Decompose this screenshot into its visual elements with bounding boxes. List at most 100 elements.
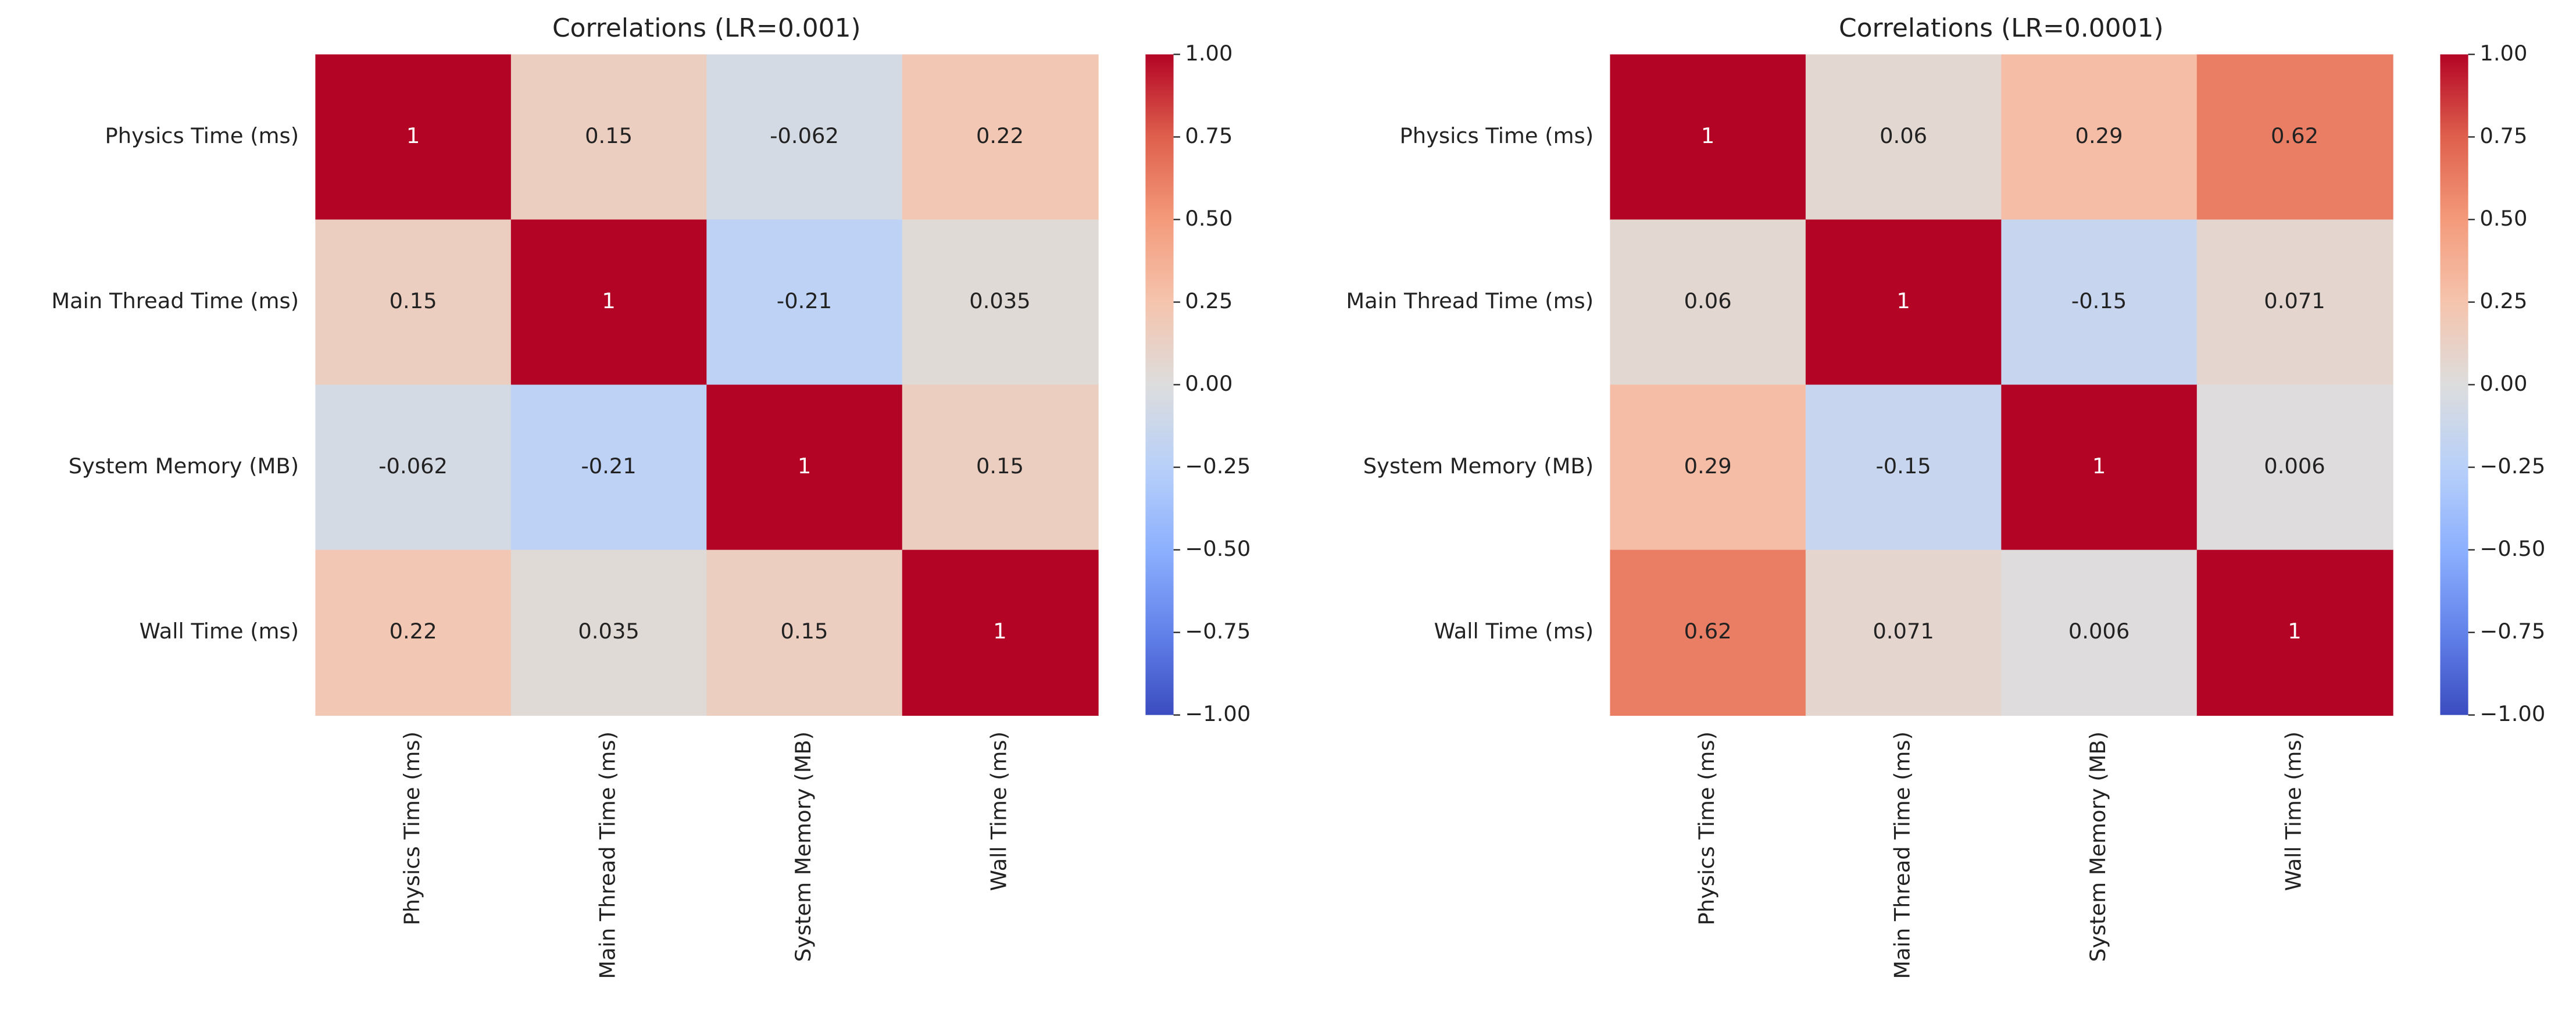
heatmap-cell bbox=[706, 219, 903, 386]
heatmap-cell bbox=[2001, 54, 2198, 220]
cell-label: 1 bbox=[2288, 619, 2301, 644]
colorbar-tick-label: −0.25 bbox=[1185, 454, 1251, 479]
colorbar-tick-label: −0.50 bbox=[1185, 536, 1251, 561]
cell-label: 0.22 bbox=[976, 123, 1024, 148]
heatmap-cell bbox=[510, 549, 708, 716]
cell-label: 0.29 bbox=[1684, 454, 1732, 479]
heatmap-cell bbox=[2001, 549, 2198, 716]
heatmap-cell bbox=[510, 54, 708, 220]
cell-label: 1 bbox=[1701, 123, 1714, 148]
colorbar bbox=[1145, 54, 1174, 715]
cell-label: -0.21 bbox=[581, 454, 636, 479]
cell-label: 1 bbox=[602, 288, 615, 313]
heatmap-cell bbox=[510, 384, 708, 551]
cell-label: -0.15 bbox=[2071, 288, 2127, 313]
heatmap-cell bbox=[706, 549, 903, 716]
cell-label: 0.62 bbox=[2271, 123, 2318, 148]
colorbar-tick-label: −1.00 bbox=[2479, 701, 2545, 726]
heatmap-cell bbox=[2196, 549, 2393, 716]
colorbar-tick-label: 0.75 bbox=[1185, 123, 1232, 148]
cell-label: -0.062 bbox=[770, 123, 839, 148]
heatmap-cell bbox=[315, 54, 512, 220]
heatmap-cell bbox=[510, 219, 708, 386]
colorbar-tick-label: 0.25 bbox=[1185, 288, 1232, 313]
cell-label: 1 bbox=[798, 454, 811, 479]
heatmap-cell bbox=[2001, 219, 2198, 386]
cell-label: -0.21 bbox=[777, 288, 832, 313]
x-tick-label: Wall Time (ms) bbox=[987, 731, 1012, 891]
heatmap-cell bbox=[315, 549, 512, 716]
heatmap-cell bbox=[2196, 54, 2393, 220]
heatmap-cell bbox=[1610, 54, 1807, 220]
colorbar-tick-label: −0.75 bbox=[2479, 619, 2545, 644]
heatmap-cell bbox=[315, 219, 512, 386]
colorbar-tick-label: 1.00 bbox=[1185, 41, 1232, 66]
cell-label: 1 bbox=[2092, 454, 2106, 479]
x-tick-label: Wall Time (ms) bbox=[2281, 731, 2306, 891]
heatmap-cell bbox=[1610, 219, 1807, 386]
y-tick-label: Physics Time (ms) bbox=[105, 123, 299, 148]
heatmap-cell bbox=[902, 384, 1099, 551]
cell-label: 0.006 bbox=[2068, 619, 2130, 644]
colorbar-tick-label: 0.50 bbox=[1185, 206, 1232, 231]
heatmap-cell bbox=[1805, 549, 2002, 716]
cell-label: 0.035 bbox=[969, 288, 1030, 313]
colorbar-tick-label: 0.25 bbox=[2479, 288, 2527, 313]
cell-label: 0.071 bbox=[1873, 619, 1934, 644]
cell-label: -0.15 bbox=[1875, 454, 1931, 479]
colorbar-tick-label: 0.00 bbox=[2479, 371, 2527, 396]
y-tick-label: Wall Time (ms) bbox=[1434, 619, 1594, 644]
y-tick-label: Physics Time (ms) bbox=[1400, 123, 1594, 148]
heatmap-cell bbox=[1805, 54, 2002, 220]
cell-label: 0.035 bbox=[578, 619, 639, 644]
y-tick-label: Wall Time (ms) bbox=[140, 619, 299, 644]
y-tick-label: System Memory (MB) bbox=[69, 454, 299, 479]
x-tick-label: Physics Time (ms) bbox=[399, 731, 424, 926]
colorbar-tick-label: 0.50 bbox=[2479, 206, 2527, 231]
heatmap-cell bbox=[1610, 549, 1807, 716]
cell-label: 1 bbox=[993, 619, 1006, 644]
colorbar-tick-label: −0.75 bbox=[1185, 619, 1251, 644]
y-tick-label: Main Thread Time (ms) bbox=[51, 288, 299, 313]
heatmap-cell bbox=[315, 384, 512, 551]
cell-label: 0.071 bbox=[2264, 288, 2325, 313]
heatmap-cell bbox=[902, 219, 1099, 386]
cell-label: -0.062 bbox=[378, 454, 448, 479]
cell-label: 0.06 bbox=[1684, 288, 1732, 313]
cell-label: 0.15 bbox=[585, 123, 633, 148]
heatmap-cell bbox=[2001, 384, 2198, 551]
colorbar-tick-label: 0.75 bbox=[2479, 123, 2527, 148]
colorbar bbox=[2440, 54, 2468, 715]
cell-label: 0.006 bbox=[2264, 454, 2325, 479]
heatmap-cell bbox=[2196, 219, 2393, 386]
heatmap-cell bbox=[902, 549, 1099, 716]
chart-title: Correlations (LR=0.0001) bbox=[1839, 13, 2164, 43]
cell-label: 1 bbox=[406, 123, 420, 148]
x-tick-label: System Memory (MB) bbox=[2085, 731, 2110, 962]
colorbar-tick-label: 1.00 bbox=[2479, 41, 2527, 66]
cell-label: 0.15 bbox=[781, 619, 828, 644]
heatmap-cell bbox=[1610, 384, 1807, 551]
cell-label: 0.15 bbox=[976, 454, 1024, 479]
cell-label: 0.62 bbox=[1684, 619, 1732, 644]
cell-label: 0.06 bbox=[1880, 123, 1927, 148]
colorbar-tick-label: −0.50 bbox=[2479, 536, 2545, 561]
cell-label: 0.22 bbox=[390, 619, 437, 644]
heatmap-cell bbox=[902, 54, 1099, 220]
cell-label: 0.15 bbox=[390, 288, 437, 313]
heatmap-cell bbox=[1805, 384, 2002, 551]
x-tick-label: System Memory (MB) bbox=[791, 731, 816, 962]
heatmap-cell bbox=[706, 54, 903, 220]
cell-label: 1 bbox=[1896, 288, 1910, 313]
colorbar-tick-label: −1.00 bbox=[1185, 701, 1251, 726]
colorbar-tick-label: −0.25 bbox=[2479, 454, 2545, 479]
x-tick-label: Main Thread Time (ms) bbox=[1890, 731, 1915, 979]
heatmap-cell bbox=[2196, 384, 2393, 551]
y-tick-label: Main Thread Time (ms) bbox=[1346, 288, 1594, 313]
cell-label: 0.29 bbox=[2075, 123, 2123, 148]
y-tick-label: System Memory (MB) bbox=[1363, 454, 1594, 479]
x-tick-label: Physics Time (ms) bbox=[1694, 731, 1719, 926]
x-tick-label: Main Thread Time (ms) bbox=[595, 731, 620, 979]
heatmap-cell bbox=[1805, 219, 2002, 386]
